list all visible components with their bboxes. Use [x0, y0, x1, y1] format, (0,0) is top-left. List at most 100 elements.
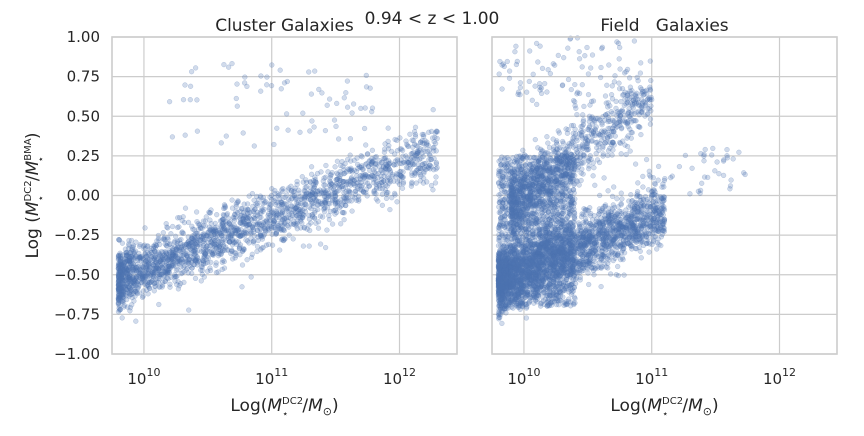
data-point: [150, 274, 155, 279]
y-tick-label: 1.00: [67, 28, 100, 46]
data-point: [193, 66, 198, 71]
data-point: [409, 184, 414, 189]
data-point: [319, 170, 324, 175]
data-point: [379, 174, 384, 179]
data-point: [611, 185, 616, 190]
cluster-points: [116, 61, 440, 323]
data-point: [350, 111, 355, 116]
data-point: [393, 137, 398, 142]
data-point: [586, 282, 591, 287]
data-point: [137, 254, 142, 259]
data-point: [654, 247, 659, 252]
data-point: [195, 248, 200, 253]
data-point: [322, 183, 327, 188]
data-point: [336, 199, 341, 204]
data-point: [207, 225, 212, 230]
data-point: [363, 173, 368, 178]
data-point: [118, 258, 123, 263]
data-point: [345, 105, 350, 110]
data-point: [207, 210, 212, 215]
data-point: [343, 203, 348, 208]
data-point: [401, 181, 406, 186]
data-point: [240, 284, 245, 289]
data-point: [161, 230, 166, 235]
data-point: [291, 237, 296, 242]
data-point: [413, 125, 418, 130]
data-point: [212, 226, 217, 231]
data-point: [121, 295, 126, 300]
data-point: [316, 199, 321, 204]
data-point: [267, 207, 272, 212]
data-point: [400, 161, 405, 166]
data-point: [150, 279, 155, 284]
data-point: [205, 260, 210, 265]
data-point: [334, 101, 339, 106]
data-point: [615, 253, 620, 258]
data-point: [612, 210, 617, 215]
data-point: [214, 212, 219, 217]
data-point: [271, 221, 276, 226]
data-point: [306, 70, 311, 75]
data-point: [322, 209, 327, 214]
data-point: [254, 202, 259, 207]
data-point: [635, 181, 640, 186]
data-point: [175, 225, 180, 230]
data-point: [332, 118, 337, 123]
data-point: [382, 147, 387, 152]
data-point: [653, 200, 658, 205]
data-point: [300, 174, 305, 179]
data-point: [318, 214, 323, 219]
data-point: [119, 276, 124, 281]
data-point: [293, 186, 298, 191]
data-point: [205, 254, 210, 259]
data-point: [312, 210, 317, 215]
data-point: [497, 313, 502, 318]
data-point: [212, 230, 217, 235]
data-point: [156, 250, 161, 255]
data-point: [177, 238, 182, 243]
data-point: [616, 273, 621, 278]
data-point: [648, 175, 653, 180]
data-point: [309, 172, 314, 177]
data-point: [227, 239, 232, 244]
data-point: [188, 84, 193, 89]
data-point: [283, 237, 288, 242]
data-point: [256, 235, 261, 240]
data-point: [351, 102, 356, 107]
data-point: [630, 198, 635, 203]
data-point: [383, 171, 388, 176]
data-point: [606, 188, 611, 193]
data-point: [330, 170, 335, 175]
data-point: [359, 153, 364, 158]
data-point: [362, 126, 367, 131]
data-point: [143, 275, 148, 280]
data-point: [311, 178, 316, 183]
data-point: [135, 291, 140, 296]
data-point: [183, 83, 188, 88]
data-point: [269, 83, 274, 88]
data-point: [630, 209, 635, 214]
data-point: [309, 164, 314, 169]
data-point: [344, 190, 349, 195]
data-point: [206, 240, 211, 245]
data-point: [646, 187, 651, 192]
data-point: [279, 86, 284, 91]
data-point: [162, 237, 167, 242]
data-point: [323, 175, 328, 180]
data-point: [356, 197, 361, 202]
data-point: [335, 177, 340, 182]
data-point: [355, 162, 360, 167]
data-point: [623, 208, 628, 213]
data-point: [640, 174, 645, 179]
data-point: [617, 213, 622, 218]
data-point: [358, 173, 363, 178]
data-point: [251, 241, 256, 246]
y-tick-label: 0.50: [67, 107, 100, 125]
data-point: [301, 244, 306, 249]
data-point: [135, 286, 140, 291]
data-point: [334, 124, 339, 129]
data-point: [165, 226, 170, 231]
data-point: [389, 195, 394, 200]
